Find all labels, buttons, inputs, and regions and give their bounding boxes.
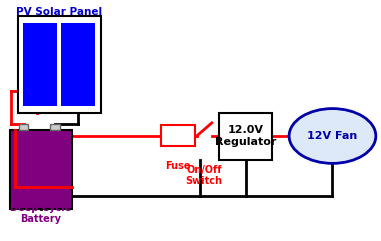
Bar (23, 23, 57, 106)
Text: 12V Fan: 12V Fan (307, 131, 358, 141)
Bar (219, 113, 272, 160)
Text: On/Off
Switch: On/Off Switch (186, 165, 223, 186)
Bar (19, 124, 29, 130)
Text: Fuse: Fuse (165, 161, 190, 171)
Bar (18, 16, 101, 113)
Bar (50, 124, 59, 130)
Bar (61, 23, 95, 106)
Text: Deep Cycle
Battery: Deep Cycle Battery (10, 202, 71, 224)
Circle shape (289, 109, 376, 163)
Text: PV Solar Panel: PV Solar Panel (16, 7, 102, 17)
Bar (161, 125, 195, 146)
Bar (10, 130, 72, 209)
Text: 12.0V
Regulator: 12.0V Regulator (215, 125, 277, 147)
